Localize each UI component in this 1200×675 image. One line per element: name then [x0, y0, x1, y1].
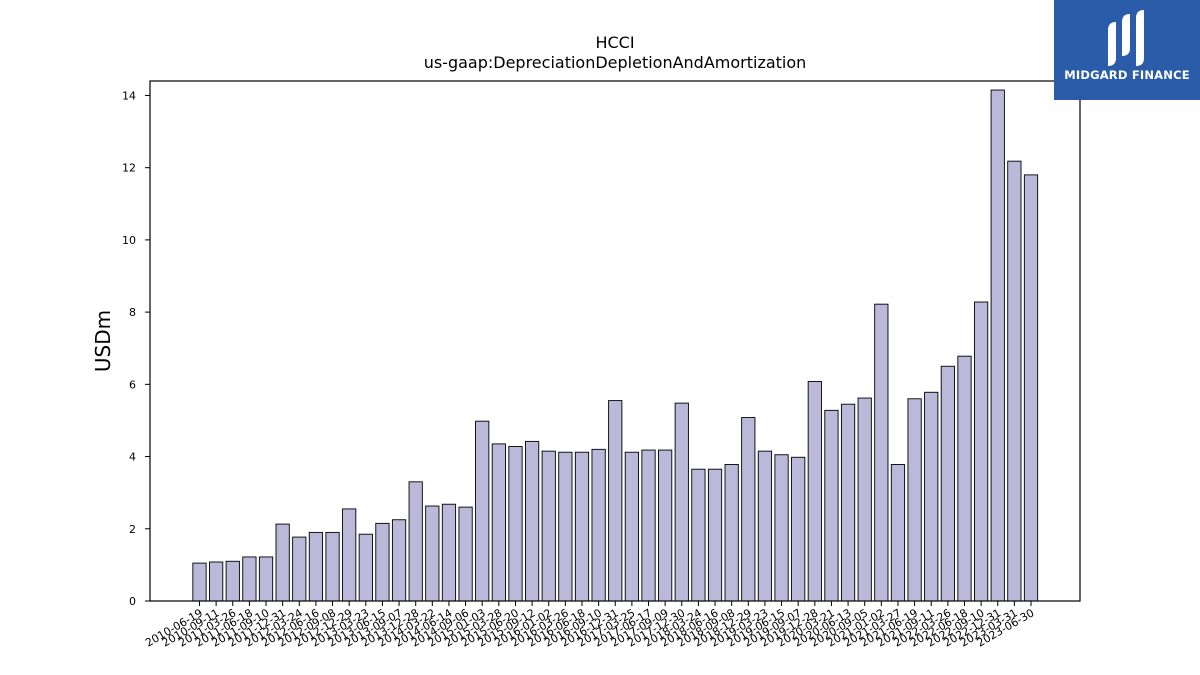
bar [707, 468, 723, 602]
bar [292, 536, 307, 602]
y-tick-label: 2 [129, 523, 136, 536]
y-tick-label: 6 [129, 378, 136, 391]
bar [508, 445, 523, 602]
y-tick-label: 14 [122, 89, 136, 102]
bar [391, 519, 407, 602]
bar [890, 464, 906, 602]
bar [1007, 160, 1022, 602]
bar [608, 400, 623, 602]
bar [308, 531, 324, 602]
bar [558, 451, 573, 602]
bar [857, 397, 872, 602]
bar [907, 398, 922, 602]
bar [940, 365, 955, 602]
bar [974, 301, 989, 602]
y-tick-label: 8 [129, 306, 136, 319]
bar [441, 503, 457, 602]
chart-title: HCCI [595, 33, 634, 52]
bar [924, 391, 939, 602]
bar [524, 440, 540, 602]
bar [724, 464, 739, 602]
bars-group [192, 89, 1039, 602]
bar [824, 409, 839, 602]
bar [791, 456, 806, 602]
bar [757, 450, 773, 602]
bar [275, 523, 290, 602]
y-tick-label: 10 [122, 234, 136, 247]
bar [342, 508, 357, 602]
bar [541, 450, 556, 602]
y-tick-label: 12 [122, 162, 136, 175]
y-axis: 0 2 4 6 8 10 12 14 [122, 89, 150, 608]
y-tick-label: 0 [129, 595, 136, 608]
bar [192, 562, 207, 602]
bar [807, 380, 822, 602]
bar [209, 561, 224, 602]
bar [840, 403, 856, 602]
bar [641, 449, 656, 602]
x-axis: 2010-06-192010-09-112011-03-262011-06-18… [143, 601, 1037, 650]
bar [691, 468, 706, 602]
bar [990, 89, 1005, 602]
chart-subtitle: us-gaap:DepreciationDepletionAndAmortiza… [424, 53, 807, 72]
bar [624, 451, 639, 602]
bar [242, 556, 257, 602]
plot-frame [149, 80, 1081, 602]
bar [258, 556, 274, 602]
logo-text: MIDGARD FINANCE [1064, 68, 1190, 82]
bar [674, 402, 689, 602]
midgard-logo-icon [1108, 10, 1144, 66]
bar [358, 533, 373, 602]
bar [491, 443, 506, 602]
bar [375, 522, 390, 602]
bar [874, 303, 889, 602]
midgard-finance-logo: MIDGARD FINANCE [1054, 0, 1200, 100]
bar [225, 560, 240, 602]
bar [741, 417, 756, 602]
y-tick-label: 4 [129, 451, 136, 464]
bar [574, 451, 590, 602]
bar [425, 505, 440, 602]
y-axis-label: USDm [91, 310, 115, 372]
bar [475, 420, 490, 602]
bar [1023, 174, 1039, 602]
bar [408, 481, 423, 602]
bar [591, 448, 606, 602]
bar [658, 449, 673, 602]
bar [957, 355, 972, 602]
bar [325, 531, 340, 602]
bar [774, 454, 789, 602]
bar [458, 506, 473, 602]
